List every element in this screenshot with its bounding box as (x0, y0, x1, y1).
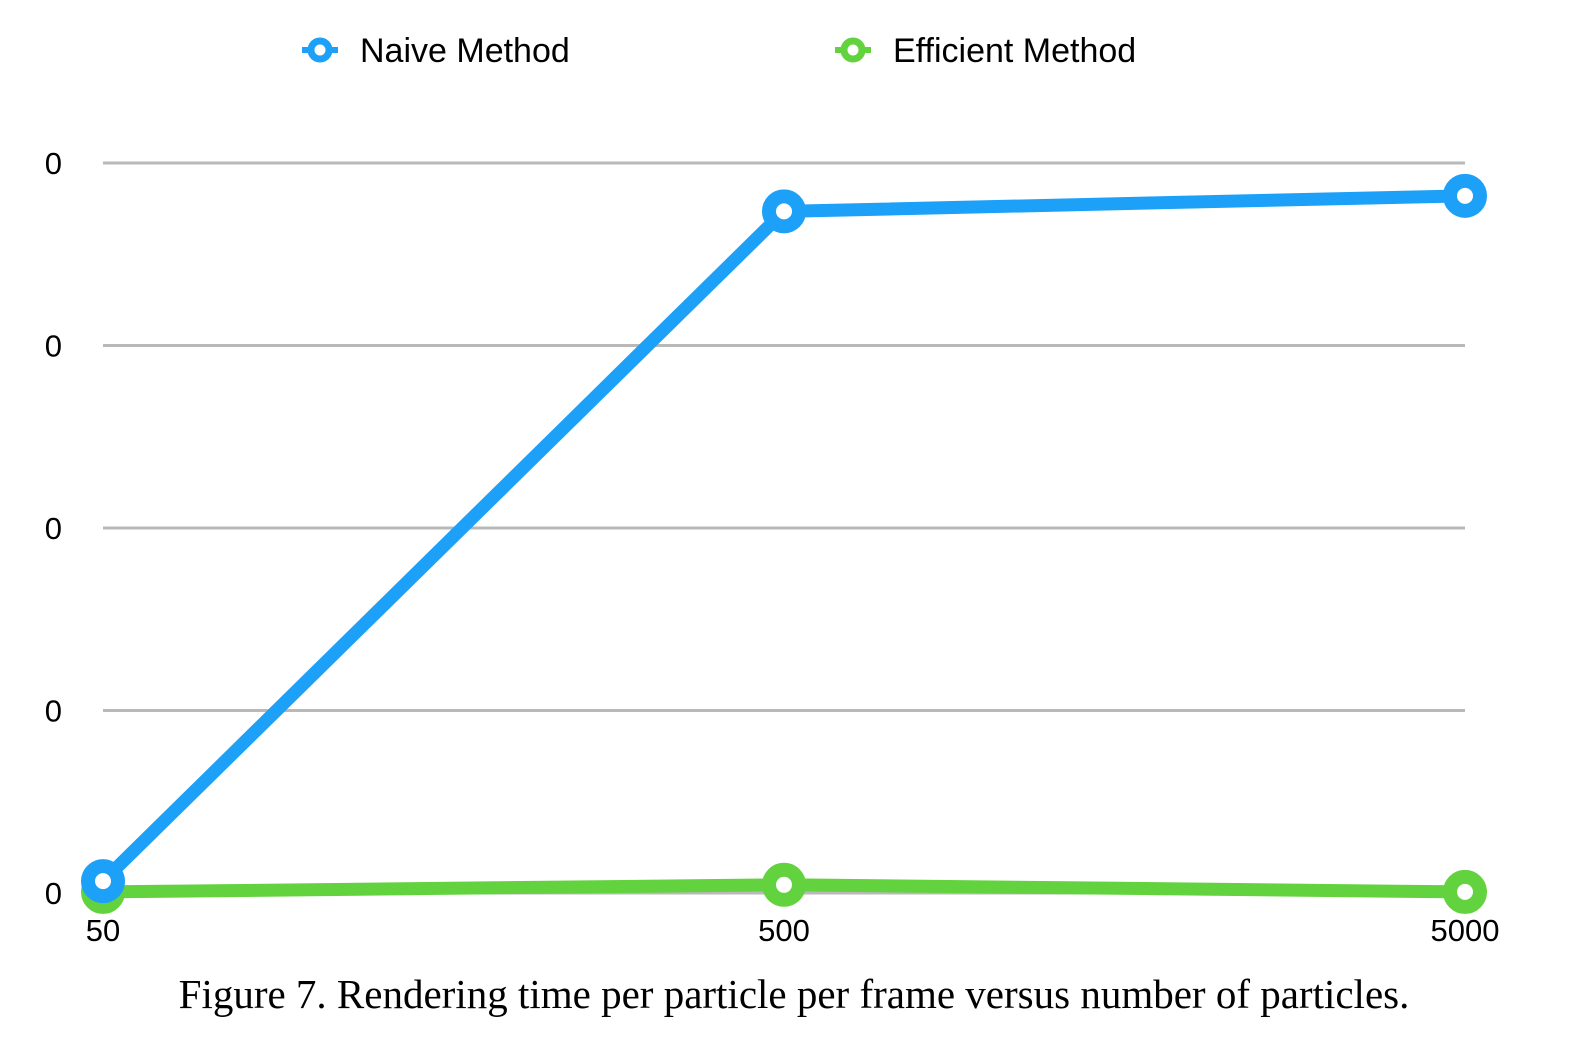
y-tick-label: 0 (45, 329, 62, 364)
data-point (762, 189, 806, 234)
legend-item-efficient-method: Efficient Method (835, 32, 1136, 70)
data-point (81, 859, 125, 904)
legend-label: Efficient Method (893, 32, 1136, 70)
figure-caption: Figure 7. Rendering time per particle pe… (179, 971, 1410, 1017)
x-axis-tick-labels: 50 500 5000 (86, 913, 1500, 948)
legend: Naive Method Efficient Method (302, 32, 1136, 70)
series-naive-method (81, 173, 1487, 904)
x-tick-label: 5000 (1431, 913, 1500, 948)
legend-item-naive-method: Naive Method (302, 32, 570, 70)
y-tick-label: 0 (45, 146, 62, 181)
data-point (762, 862, 806, 907)
x-tick-label: 500 (758, 913, 810, 948)
y-tick-label: 0 (45, 511, 62, 546)
legend-label: Naive Method (360, 32, 570, 70)
y-axis-tick-labels: 0 0 0 0 0 (45, 146, 62, 911)
series-line (96, 189, 1472, 888)
data-point (1443, 869, 1487, 914)
series-layer (81, 173, 1487, 914)
y-tick-label: 0 (45, 694, 62, 729)
x-tick-label: 50 (86, 913, 120, 948)
legend-marker (840, 37, 866, 63)
data-point (1443, 173, 1487, 218)
gridlines (103, 161, 1465, 895)
legend-marker (307, 37, 333, 63)
y-tick-label: 0 (45, 876, 62, 911)
series-efficient-method (81, 862, 1487, 914)
